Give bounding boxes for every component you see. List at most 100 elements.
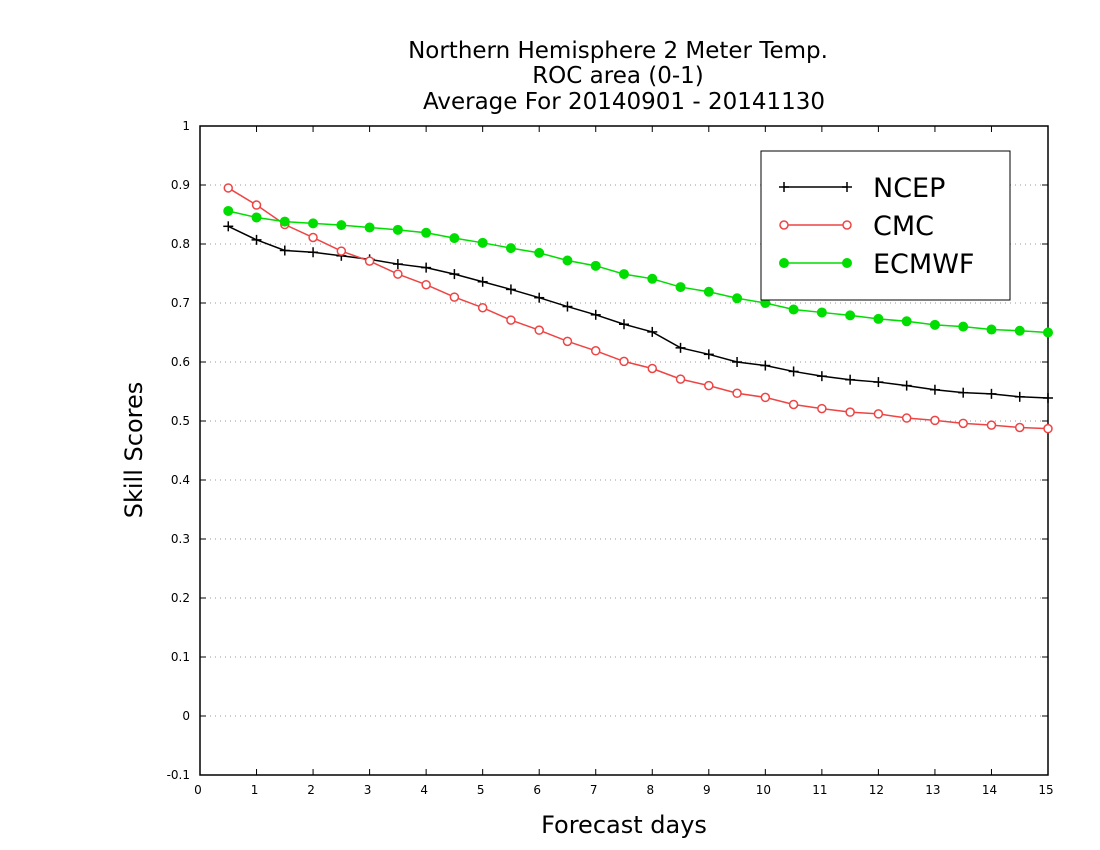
x-axis-ticks: 0 1 2 3 4 5 6 7 8 9 10 11 12 13 14 15 [194, 126, 1054, 797]
data-point-ecmwf [816, 307, 827, 318]
x-tick-label: 7 [590, 783, 598, 797]
data-point-ncep [590, 309, 601, 320]
data-point-cmc [619, 356, 629, 367]
y-tick-label: 0.8 [171, 237, 190, 251]
legend-marker-ncep [779, 182, 789, 192]
data-point-ncep [1014, 391, 1025, 402]
data-point-cmc [675, 374, 686, 384]
data-point-ecmwf [675, 282, 686, 293]
y-tick-label: -0.1 [167, 768, 190, 782]
data-point-cmc [1043, 423, 1053, 434]
data-point-ecmwf [505, 243, 516, 254]
data-point-ecmwf [392, 224, 403, 235]
x-tick-label: 5 [477, 783, 485, 797]
data-point-ncep [760, 360, 771, 371]
data-point-ecmwf [1043, 327, 1053, 338]
data-point-cmc [590, 346, 601, 356]
x-tick-label: 12 [869, 783, 884, 797]
data-point-ncep [449, 269, 460, 280]
data-point-ecmwf [223, 205, 234, 216]
x-tick-label: 3 [364, 783, 372, 797]
y-tick-label: 0 [182, 709, 190, 723]
data-point-cmc [562, 336, 573, 347]
data-point-ncep [251, 234, 262, 245]
data-point-cmc [760, 392, 771, 403]
data-point-cmc [845, 407, 855, 417]
legend-marker-ecmwf [779, 258, 789, 268]
data-point-ecmwf [336, 220, 347, 231]
data-point-ecmwf [703, 286, 714, 297]
x-tick-label: 10 [756, 783, 771, 797]
data-point-cmc [788, 399, 799, 410]
data-point-ncep [873, 377, 884, 388]
data-point-ecmwf [308, 218, 319, 229]
y-tick-label: 0.4 [171, 473, 190, 487]
x-tick-label: 4 [420, 783, 428, 797]
data-point-ncep [279, 245, 290, 256]
data-point-ncep [1043, 392, 1053, 403]
data-point-ncep [223, 221, 234, 232]
data-point-ecmwf [534, 247, 545, 258]
data-point-ecmwf [364, 222, 375, 233]
y-tick-label: 0.9 [171, 178, 190, 192]
data-point-ecmwf [845, 310, 856, 321]
y-tick-label: 0.6 [171, 355, 190, 369]
data-point-ncep [986, 388, 997, 399]
x-axis-label: Forecast days [541, 811, 707, 839]
data-point-cmc [421, 279, 431, 290]
data-point-ncep [619, 319, 629, 330]
data-point-cmc [873, 409, 884, 419]
chart-title-line-1: Northern Hemisphere 2 Meter Temp. [408, 38, 828, 64]
series-layer [223, 183, 1053, 434]
plot-frame [199, 125, 1049, 776]
data-point-cmc [477, 302, 488, 313]
data-point-ncep [732, 357, 743, 367]
data-point-ncep [901, 380, 912, 391]
data-point-ecmwf [788, 304, 799, 315]
legend-marker-ecmwf [842, 258, 852, 268]
data-point-ncep [703, 349, 714, 360]
data-point-cmc [223, 183, 234, 193]
y-axis-label: Skill Scores [120, 382, 148, 519]
data-point-cmc [647, 363, 658, 374]
data-point-ecmwf [279, 216, 290, 227]
data-point-ecmwf [929, 319, 940, 330]
chart-title-line-2: ROC area (0-1) [532, 63, 704, 89]
data-point-cmc [308, 232, 318, 243]
data-point-ncep [647, 326, 658, 337]
data-point-ecmwf [873, 313, 884, 324]
y-axis-ticks: -0.1 0 0.1 0.2 0.3 0.4 0.5 0.6 0.7 0.8 0.9 1 [167, 119, 1048, 782]
data-point-cmc [817, 403, 827, 414]
data-point-ncep [675, 342, 686, 353]
data-point-ncep [816, 371, 827, 382]
x-tick-label: 0 [194, 783, 202, 797]
chart-title-line-3: Average For 20140901 - 20141130 [423, 89, 825, 115]
data-point-ecmwf [619, 269, 629, 280]
data-point-cmc [506, 315, 516, 325]
legend-marker-cmc [779, 220, 789, 230]
x-tick-label: 2 [307, 783, 315, 797]
legend: NCEP CMC ECMWF [760, 150, 1011, 301]
y-tick-label: 0.2 [171, 591, 190, 605]
data-point-cmc [364, 256, 375, 266]
legend-marker-ncep [842, 182, 852, 192]
data-point-cmc [251, 200, 262, 210]
data-point-cmc [704, 380, 714, 391]
y-tick-label: 0.5 [171, 414, 190, 428]
data-point-ecmwf [1014, 325, 1025, 336]
data-point-cmc [393, 269, 403, 279]
data-point-cmc [449, 292, 460, 302]
data-point-ecmwf [986, 324, 997, 335]
x-tick-label: 6 [533, 783, 541, 797]
data-point-ecmwf [449, 233, 460, 244]
data-point-cmc [1014, 422, 1025, 433]
data-point-ecmwf [590, 260, 601, 271]
data-point-ecmwf [421, 227, 432, 238]
x-tick-label: 14 [982, 783, 997, 797]
x-tick-label: 11 [812, 783, 827, 797]
data-point-ecmwf [251, 212, 262, 223]
data-point-ncep [929, 384, 940, 395]
data-point-ncep [392, 259, 403, 270]
data-point-ncep [505, 284, 516, 295]
